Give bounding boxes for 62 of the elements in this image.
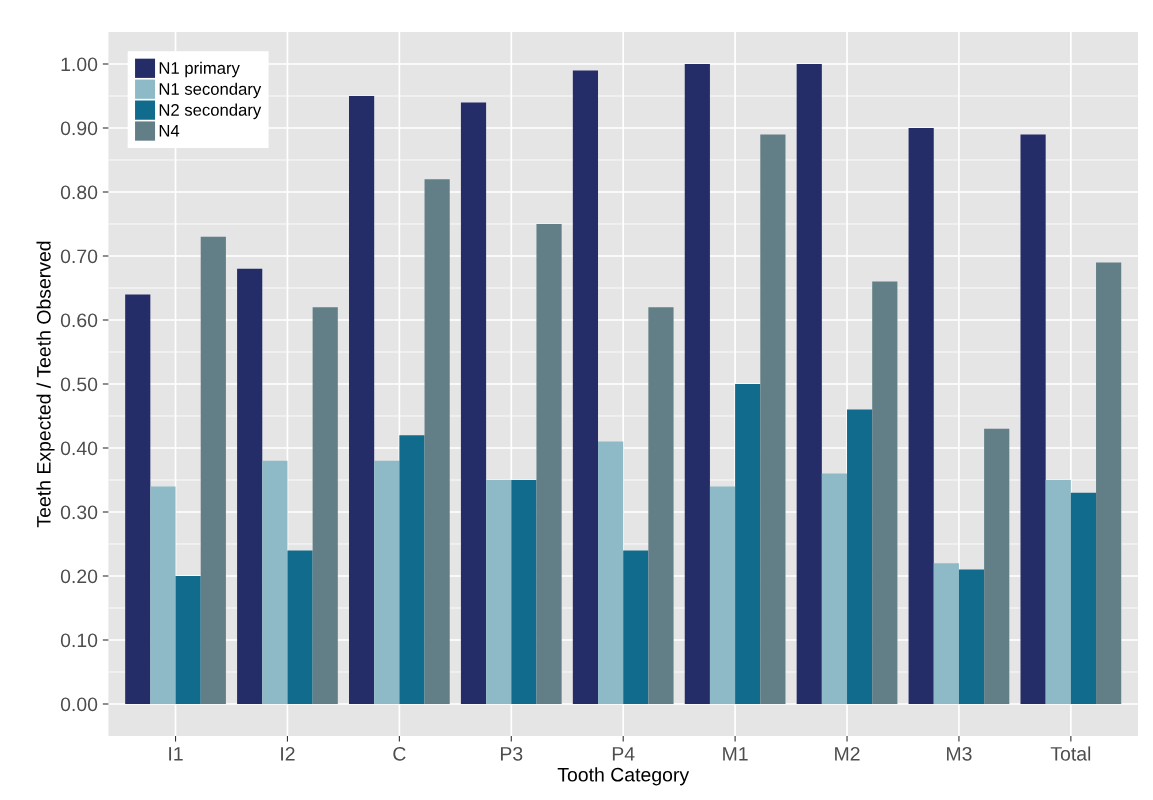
y-tick-label: 0.50	[60, 377, 98, 392]
y-tick-label: 0.30	[60, 505, 98, 520]
y-axis-title: Teeth Expected / Teeth Observed	[36, 241, 55, 528]
legend-label: N1 secondary	[159, 82, 262, 99]
legend-label: N4	[159, 125, 180, 137]
y-tick-label: 0.20	[60, 569, 98, 584]
bar	[598, 441, 624, 704]
bar	[847, 409, 873, 704]
bar	[312, 307, 338, 704]
bar	[536, 224, 562, 704]
x-tick-label: P3	[500, 746, 523, 761]
y-tick-label: 0.40	[60, 441, 98, 456]
bar	[150, 486, 176, 704]
x-tick-label: P4	[612, 747, 635, 761]
y-tick-label: 0.90	[60, 121, 98, 136]
bar	[684, 64, 710, 704]
bar	[648, 307, 674, 704]
bar	[200, 236, 226, 704]
bar	[374, 460, 400, 704]
x-tick-label: C	[393, 746, 406, 761]
bar	[175, 576, 201, 704]
bar	[424, 179, 450, 704]
bar	[349, 96, 375, 704]
bar	[1096, 262, 1122, 704]
bar	[796, 64, 822, 704]
y-tick-label: 1.00	[61, 57, 98, 72]
x-tick-label: M3	[947, 746, 972, 761]
legend-label: N2 secondary	[159, 103, 262, 120]
bar	[486, 480, 512, 704]
bar	[572, 70, 599, 704]
x-axis-title: Tooth Category	[557, 767, 690, 786]
x-tick-label: Total	[1050, 746, 1091, 761]
bar	[511, 480, 537, 704]
x-tick-label: M2	[835, 746, 860, 761]
bar	[933, 563, 959, 704]
bar	[872, 281, 898, 704]
bar	[735, 384, 761, 704]
bar	[623, 550, 649, 704]
legend-label: N1 primary	[159, 61, 240, 78]
bar	[125, 294, 151, 704]
y-tick-label: 0.00	[60, 697, 98, 712]
y-tick-label: 0.70	[60, 249, 98, 264]
bar	[958, 569, 985, 704]
x-tick-label: M1	[723, 747, 748, 761]
bar	[709, 486, 736, 704]
bar	[1070, 492, 1097, 704]
bar	[237, 268, 263, 704]
bar	[760, 134, 786, 704]
bar	[460, 102, 487, 704]
y-tick-label: 0.80	[60, 185, 98, 200]
bar	[399, 435, 425, 704]
bar	[984, 428, 1010, 704]
x-tick-label: I2	[281, 746, 295, 761]
y-tick-label: 0.60	[60, 313, 98, 328]
bar	[908, 128, 934, 704]
bar	[1045, 480, 1071, 704]
x-tick-label: I1	[169, 747, 183, 761]
bar	[1020, 134, 1046, 704]
bar	[262, 460, 288, 704]
bar	[821, 473, 848, 704]
y-tick-label: 0.10	[60, 633, 98, 648]
bar	[287, 550, 313, 704]
